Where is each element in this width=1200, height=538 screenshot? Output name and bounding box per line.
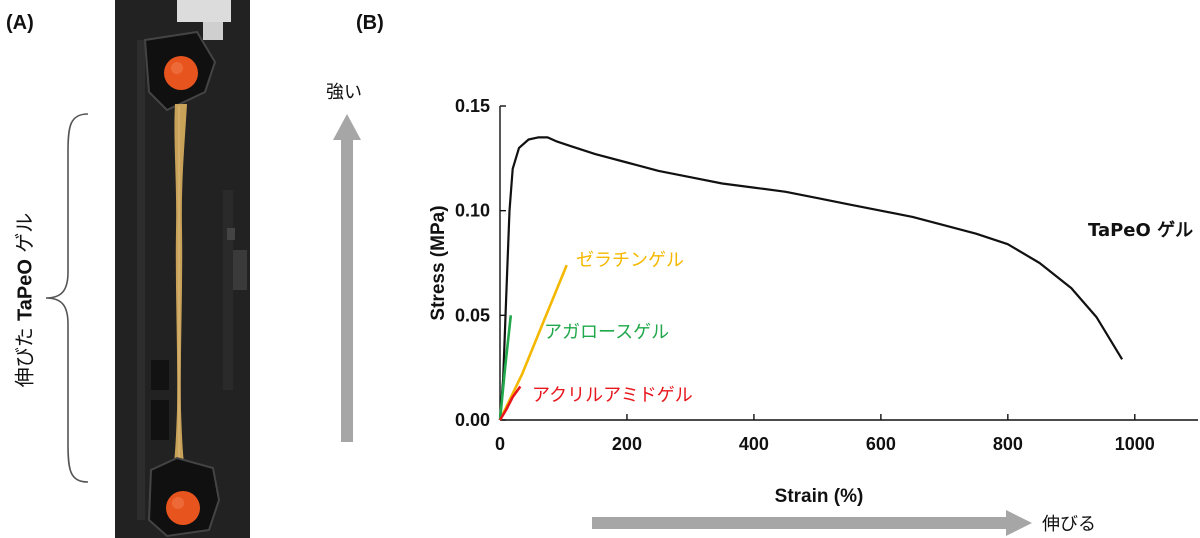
y-tick-label: 0.00 bbox=[455, 410, 490, 430]
gel-photo bbox=[115, 0, 250, 538]
x-tick-label: 200 bbox=[612, 434, 642, 454]
x-tick-label: 600 bbox=[866, 434, 896, 454]
series-label-gelatin: ゼラチンゲル bbox=[576, 250, 684, 271]
gel-strand bbox=[173, 104, 187, 470]
y-tick-label: 0.10 bbox=[455, 201, 490, 221]
photo-top-bracket bbox=[177, 0, 231, 22]
bottom-clamp-knob bbox=[166, 491, 200, 525]
acrylamide-gel-line bbox=[498, 385, 522, 421]
series-label-agarose: アガロースゲル bbox=[544, 322, 669, 343]
series-label-acrylamide: アクリルアミドゲル bbox=[532, 385, 693, 406]
y-tick-label: 0.15 bbox=[455, 96, 490, 116]
panel-a-label: (A) bbox=[6, 12, 34, 34]
side-label-jp1: 伸びた bbox=[12, 327, 37, 388]
side-label-jp2: ゲル bbox=[12, 212, 37, 253]
right-arrow bbox=[592, 510, 1032, 536]
agarose-gel-line bbox=[498, 315, 513, 421]
side-label-bold: TaPeO bbox=[14, 259, 37, 321]
x-tick-label: 1000 bbox=[1115, 434, 1155, 454]
stress-strain-chart: 強い 伸びる 0.00 0.05 0.10 0.15 0 200 400 600 800 100… bbox=[326, 82, 1198, 536]
x-tick-label: 0 bbox=[495, 434, 505, 454]
panel-b-label: (B) bbox=[356, 12, 384, 34]
up-arrow-label: 強い bbox=[326, 82, 362, 103]
curly-brace bbox=[45, 113, 89, 483]
y-axis-title: Stress (MPa) bbox=[428, 205, 449, 320]
tapeo-gel-line bbox=[498, 136, 1124, 421]
up-arrow bbox=[333, 114, 361, 442]
gelatin-gel-line bbox=[498, 264, 568, 421]
x-axis-title: Strain (%) bbox=[775, 486, 864, 507]
x-tick-label: 400 bbox=[739, 434, 769, 454]
x-tick-label: 800 bbox=[993, 434, 1023, 454]
top-clamp-knob bbox=[164, 56, 198, 90]
right-arrow-label: 伸びる bbox=[1042, 514, 1096, 535]
y-tick-label: 0.05 bbox=[455, 305, 490, 325]
series-label-tapeo: TaPeO ゲル bbox=[1088, 219, 1193, 241]
